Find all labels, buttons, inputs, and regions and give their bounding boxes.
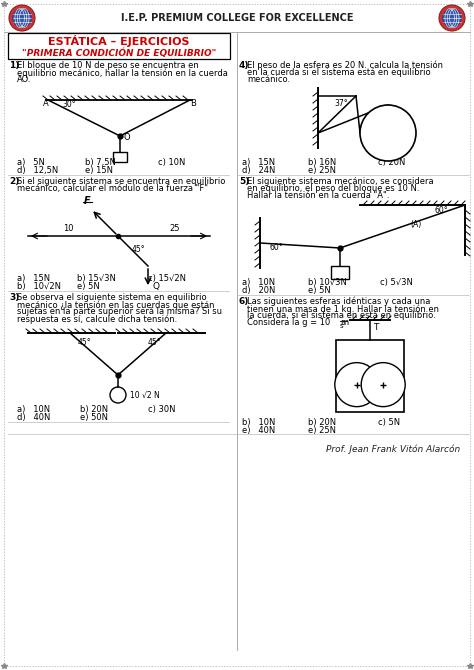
Text: a)   5N: a) 5N [17, 158, 45, 167]
Text: Prof. Jean Frank Vitón Alarcón: Prof. Jean Frank Vitón Alarcón [326, 445, 460, 454]
Text: e)   40N: e) 40N [242, 426, 275, 435]
Text: e) 5N: e) 5N [77, 282, 100, 291]
Text: El siguiente sistema mecánico, se considera: El siguiente sistema mecánico, se consid… [247, 177, 434, 186]
Text: d)   20N: d) 20N [242, 286, 275, 295]
Text: e) 25N: e) 25N [308, 426, 336, 435]
Text: m: m [340, 318, 348, 327]
Text: 1): 1) [9, 61, 19, 70]
Text: 45°: 45° [132, 245, 146, 254]
Text: c) 10N: c) 10N [158, 158, 185, 167]
Circle shape [110, 387, 126, 403]
Text: en equilibrio, el peso del bloque es 10 N.: en equilibrio, el peso del bloque es 10 … [247, 184, 419, 193]
Text: A: A [43, 99, 49, 108]
Bar [331, 266, 349, 279]
Circle shape [9, 5, 35, 31]
Text: 60°: 60° [270, 243, 283, 252]
Text: a)   10N: a) 10N [242, 278, 275, 287]
Text: Hallar la tensión en la cuerda "A".: Hallar la tensión en la cuerda "A". [247, 191, 389, 200]
Text: c) 5√3N: c) 5√3N [380, 278, 413, 287]
Text: 37°: 37° [334, 99, 347, 108]
Text: b) 20N: b) 20N [308, 418, 336, 427]
Text: mecánico.: mecánico. [247, 75, 290, 84]
Text: e) 15N: e) 15N [85, 166, 113, 175]
Text: (A): (A) [410, 220, 421, 229]
Text: Se observa el siguiente sistema en equilibrio: Se observa el siguiente sistema en equil… [17, 293, 207, 302]
Text: 30°: 30° [62, 100, 76, 109]
Text: 45°: 45° [148, 338, 162, 347]
Text: 6): 6) [239, 297, 249, 306]
Text: 4): 4) [239, 61, 249, 70]
Text: 3): 3) [9, 293, 19, 302]
Text: equilibrio mecánico, hallar la tensión en la cuerda: equilibrio mecánico, hallar la tensión e… [17, 68, 228, 78]
FancyBboxPatch shape [8, 33, 230, 59]
Bar [336, 340, 404, 412]
Text: Considera la g = 10: Considera la g = 10 [247, 318, 330, 327]
Text: a)   10N: a) 10N [17, 405, 50, 414]
Text: c) 5N: c) 5N [378, 418, 400, 427]
Text: a)   15N: a) 15N [242, 158, 275, 167]
Text: 10 √2 N: 10 √2 N [130, 391, 160, 399]
Text: s²: s² [340, 323, 346, 329]
Text: b) 16N: b) 16N [308, 158, 336, 167]
Text: I.E.P. PREMIUM COLLEGE FOR EXCELLENCE: I.E.P. PREMIUM COLLEGE FOR EXCELLENCE [121, 13, 353, 23]
Text: F: F [83, 196, 90, 206]
Text: ESTÁTICA – EJERCICIOS: ESTÁTICA – EJERCICIOS [48, 35, 190, 47]
Circle shape [443, 9, 461, 27]
Text: b) 15√3N: b) 15√3N [77, 274, 116, 283]
Circle shape [13, 9, 31, 27]
Text: 45°: 45° [78, 338, 91, 347]
Text: T: T [373, 324, 378, 332]
Text: El bloque de 10 N de peso se encuentra en: El bloque de 10 N de peso se encuentra e… [17, 61, 199, 70]
Text: respuesta es sí, calcule dicha tensión.: respuesta es sí, calcule dicha tensión. [17, 314, 177, 324]
Text: Q: Q [153, 281, 160, 291]
Circle shape [439, 5, 465, 31]
Text: mecánico, calcular el módulo de la fuerza "F": mecánico, calcular el módulo de la fuerz… [17, 184, 208, 193]
Text: 2): 2) [9, 177, 19, 186]
Text: d)   12,5N: d) 12,5N [17, 166, 58, 175]
Text: Si el siguiente sistema se encuentra en equilibrio: Si el siguiente sistema se encuentra en … [17, 177, 225, 186]
Text: Las siguientes esferas idénticas y cada una: Las siguientes esferas idénticas y cada … [247, 297, 430, 306]
Text: sujetas en la parte superior será la misma? Si su: sujetas en la parte superior será la mis… [17, 307, 222, 316]
Text: b)   10√2N: b) 10√2N [17, 282, 61, 291]
Text: mecánico ¿la tensión en las cuerdas que están: mecánico ¿la tensión en las cuerdas que … [17, 300, 215, 310]
Bar [113, 152, 127, 162]
Text: d)   24N: d) 24N [242, 166, 275, 175]
Text: 60°: 60° [435, 206, 448, 215]
Text: b) 7,5N: b) 7,5N [85, 158, 116, 167]
Text: e) 25N: e) 25N [308, 166, 336, 175]
Text: 25: 25 [170, 224, 180, 233]
Text: B: B [190, 99, 196, 108]
Text: O: O [124, 133, 131, 141]
Text: b) 10√3N: b) 10√3N [308, 278, 347, 287]
Text: El peso de la esfera es 20 N. calcula la tensión: El peso de la esfera es 20 N. calcula la… [247, 61, 443, 70]
Text: c) 20N: c) 20N [378, 158, 405, 167]
Circle shape [360, 105, 416, 161]
Text: b) 20N: b) 20N [80, 405, 108, 414]
Text: d)   40N: d) 40N [17, 413, 50, 422]
Text: c) 30N: c) 30N [148, 405, 175, 414]
Text: AO.: AO. [17, 75, 31, 84]
Text: e) 50N: e) 50N [80, 413, 108, 422]
Text: c) 15√2N: c) 15√2N [148, 274, 186, 283]
Text: la cuerda, si el sistema en está en equilibrio.: la cuerda, si el sistema en está en equi… [247, 311, 436, 320]
Circle shape [361, 362, 405, 407]
Text: "PRIMERA CONDICIÓN DE EQUILIBRIO": "PRIMERA CONDICIÓN DE EQUILIBRIO" [22, 48, 216, 58]
Text: a)   15N: a) 15N [17, 274, 50, 283]
Text: e) 5N: e) 5N [308, 286, 331, 295]
Text: en la cuerda si el sistema está en equilibrio: en la cuerda si el sistema está en equil… [247, 68, 430, 77]
Text: b)   10N: b) 10N [242, 418, 275, 427]
Text: tienen una masa de 1 kg. Hallar la tensión en: tienen una masa de 1 kg. Hallar la tensi… [247, 304, 439, 314]
Circle shape [335, 362, 379, 407]
Text: 5): 5) [239, 177, 249, 186]
Text: 10: 10 [63, 224, 73, 233]
